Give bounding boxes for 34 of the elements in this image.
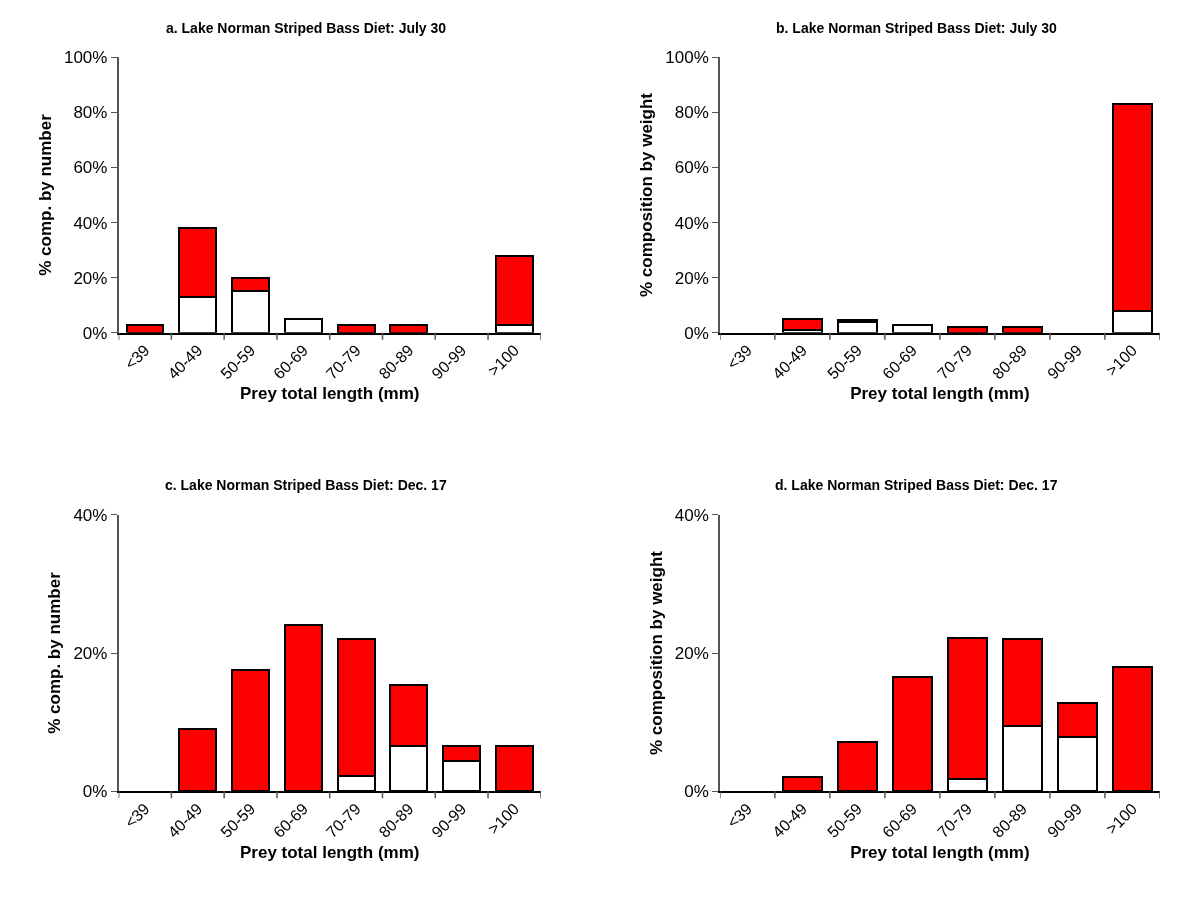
y-tick-label: 0% [684, 323, 709, 343]
x-axis-title: Prey total length (mm) [239, 842, 420, 862]
y-tick-label: 40% [674, 213, 709, 233]
y-tick-label: 80% [674, 103, 709, 123]
y-axis-title: % composition by weight [646, 550, 666, 756]
y-tick-label: 20% [73, 268, 108, 288]
y-tick-label: 20% [674, 643, 709, 663]
y-tick-label: 40% [73, 505, 108, 525]
y-tick-label: 20% [73, 643, 108, 663]
x-tick-label: <39 [121, 341, 153, 373]
chart-title: d. Lake Norman Striped Bass Diet: Dec. 17 [775, 477, 1058, 493]
chart-title: c. Lake Norman Striped Bass Diet: Dec. 17 [165, 477, 447, 493]
x-axis-title: Prey total length (mm) [850, 384, 1030, 404]
y-axis-title: % comp. by number [45, 571, 65, 734]
x-tick-label: <39 [723, 341, 756, 373]
x-tick-label: <39 [121, 799, 153, 832]
chart-title: a. Lake Norman Striped Bass Diet: July 30 [166, 20, 447, 36]
y-tick-label: 60% [73, 158, 108, 178]
y-tick-label: 40% [674, 505, 709, 525]
y-tick-label: 100% [63, 48, 108, 68]
y-tick-label: 80% [73, 103, 108, 123]
chart-title: b. Lake Norman Striped Bass Diet: July 30 [776, 20, 1058, 36]
x-axis-title: Prey total length (mm) [239, 384, 420, 404]
y-tick-label: 0% [82, 323, 108, 343]
y-tick-label: 40% [73, 213, 108, 233]
y-tick-label: 100% [665, 48, 709, 68]
y-tick-label: 20% [674, 268, 709, 288]
x-tick-label: <39 [723, 799, 756, 832]
y-tick-label: 60% [674, 158, 709, 178]
y-axis-title: % composition by weight [637, 92, 657, 297]
y-tick-label: 0% [684, 782, 709, 802]
y-tick-label: 0% [82, 782, 108, 802]
y-axis-title: % comp. by number [36, 113, 56, 276]
x-axis-title: Prey total length (mm) [850, 842, 1030, 862]
